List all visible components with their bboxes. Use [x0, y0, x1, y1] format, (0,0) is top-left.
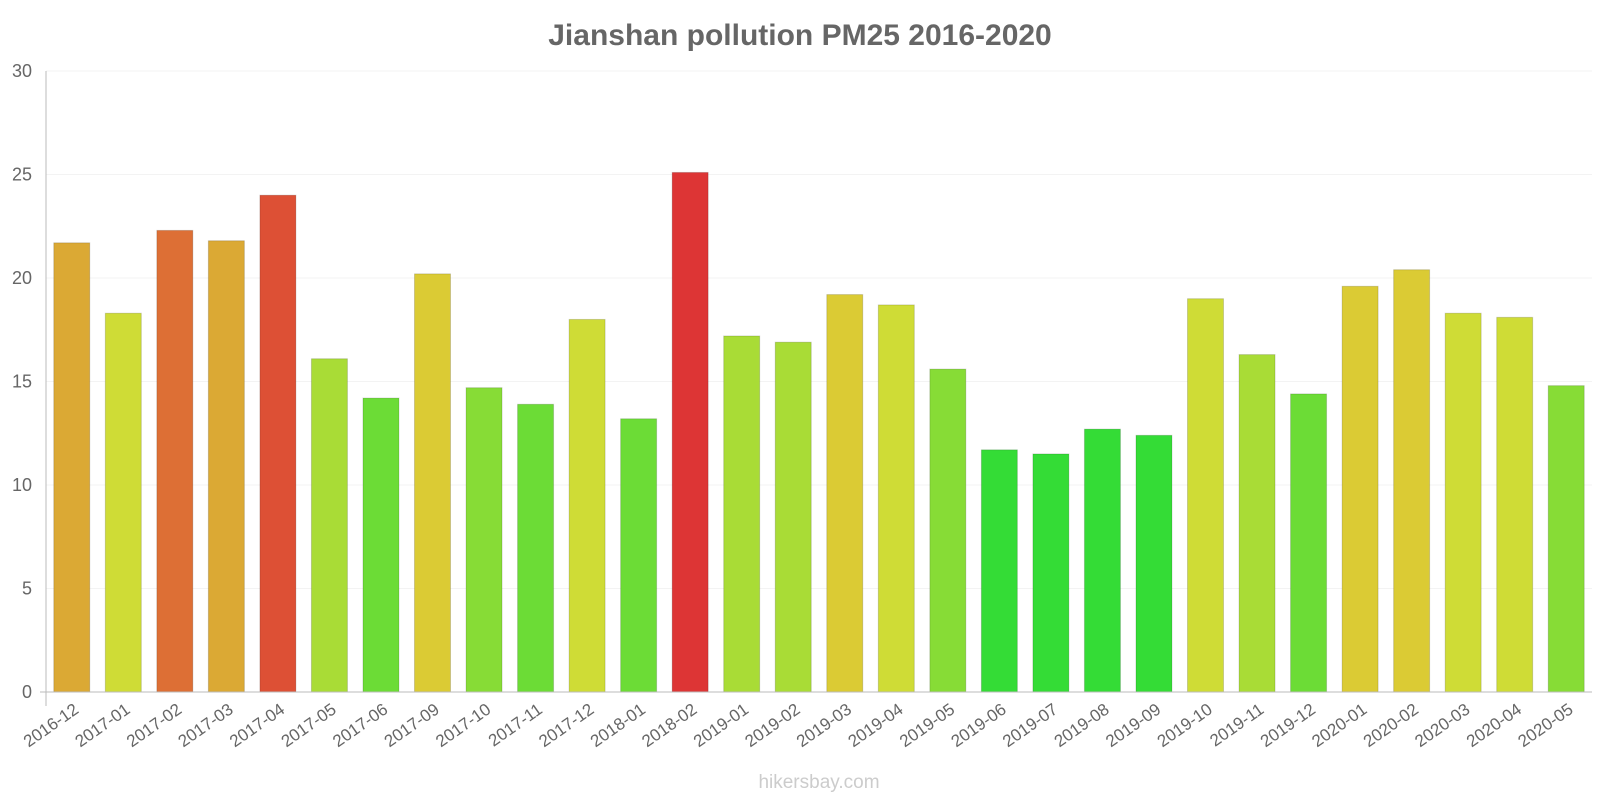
bar-2019-11	[1238, 354, 1276, 693]
bar-2017-01	[104, 312, 142, 693]
x-tick-label: 2019-09	[1102, 700, 1164, 751]
y-tick-label: 15	[12, 372, 32, 392]
bar-2017-04	[259, 194, 297, 693]
bar-2019-10	[1187, 298, 1224, 693]
x-tick-label: 2017-03	[175, 700, 237, 751]
grid-lines	[46, 70, 1592, 589]
x-tick-label: 2019-01	[690, 700, 752, 751]
y-tick-label: 25	[12, 165, 32, 185]
y-tick-label: 5	[22, 579, 32, 599]
x-tick-label: 2017-10	[432, 700, 494, 751]
x-tick-label: 2018-01	[587, 700, 649, 751]
bar-2019-03	[826, 294, 864, 693]
y-tick-label: 0	[22, 682, 32, 702]
bar-2017-10	[465, 387, 503, 693]
x-tick-label: 2017-09	[381, 700, 443, 751]
y-axis-ticks: 0 5 10 15 20 25 30	[12, 61, 32, 702]
x-tick-label: 2017-02	[123, 700, 185, 751]
x-tick-label: 2017-01	[72, 700, 134, 751]
y-tick-label: 10	[12, 475, 32, 495]
x-tick-label: 2019-11	[1206, 700, 1267, 751]
x-tick-label: 2017-12	[535, 700, 597, 751]
axes	[40, 71, 1592, 706]
bar-2019-12	[1290, 393, 1328, 693]
x-tick-label: 2019-03	[793, 700, 855, 751]
x-tick-label: 2017-05	[278, 700, 340, 751]
y-tick-label: 20	[12, 268, 32, 288]
bar-2019-08	[1083, 428, 1121, 693]
x-tick-label: 2016-12	[20, 700, 82, 751]
bar-2017-02	[156, 229, 194, 693]
x-tick-label: 2019-06	[948, 700, 1010, 751]
bar-2020-01	[1341, 285, 1379, 693]
x-axis-ticks: 2016-122017-012017-022017-032017-042017-…	[20, 700, 1576, 751]
bar-2020-04	[1496, 316, 1534, 693]
x-tick-label: 2020-02	[1360, 700, 1422, 751]
bar-2019-05	[929, 368, 967, 693]
x-tick-label: 2019-08	[1051, 700, 1113, 751]
bar-2020-02	[1393, 269, 1431, 693]
bar-2017-06	[362, 397, 400, 693]
x-tick-label: 2018-02	[638, 700, 700, 751]
bar-2017-11	[517, 403, 555, 693]
bar-2019-06	[980, 449, 1018, 693]
bar-2019-01	[723, 335, 761, 693]
bar-2018-01	[620, 418, 658, 693]
bar-2016-12	[53, 242, 91, 693]
x-tick-label: 2017-04	[226, 700, 288, 751]
chart-title: Jianshan pollution PM25 2016-2020	[548, 19, 1052, 52]
bar-2019-02	[774, 341, 812, 693]
x-tick-label: 2020-03	[1411, 700, 1473, 751]
bar-2017-03	[207, 240, 245, 693]
bar-2020-05	[1547, 385, 1585, 693]
x-tick-label: 2017-11	[485, 700, 546, 751]
x-tick-label: 2020-04	[1463, 700, 1525, 751]
bar-2019-07	[1032, 453, 1070, 693]
x-tick-label: 2020-01	[1308, 700, 1370, 751]
bars	[53, 171, 1585, 693]
bar-2017-05	[310, 358, 348, 693]
y-tick-label: 30	[12, 61, 32, 81]
watermark-text: hikersbay.com	[758, 772, 879, 793]
bar-2018-02	[671, 171, 709, 693]
bar-2017-12	[568, 318, 606, 693]
x-tick-label: 2017-06	[329, 700, 391, 751]
bar-2019-04	[877, 304, 915, 693]
x-tick-label: 2019-05	[896, 700, 958, 751]
x-tick-label: 2019-12	[1257, 700, 1319, 751]
x-tick-label: 2020-05	[1515, 700, 1577, 751]
bar-2019-09	[1135, 434, 1173, 693]
x-tick-label: 2019-10	[1154, 700, 1216, 751]
bar-2020-03	[1444, 312, 1482, 693]
x-tick-label: 2019-04	[845, 700, 907, 751]
x-tick-label: 2019-02	[742, 700, 804, 751]
bar-2017-09	[414, 273, 451, 693]
x-tick-label: 2019-07	[999, 700, 1061, 751]
